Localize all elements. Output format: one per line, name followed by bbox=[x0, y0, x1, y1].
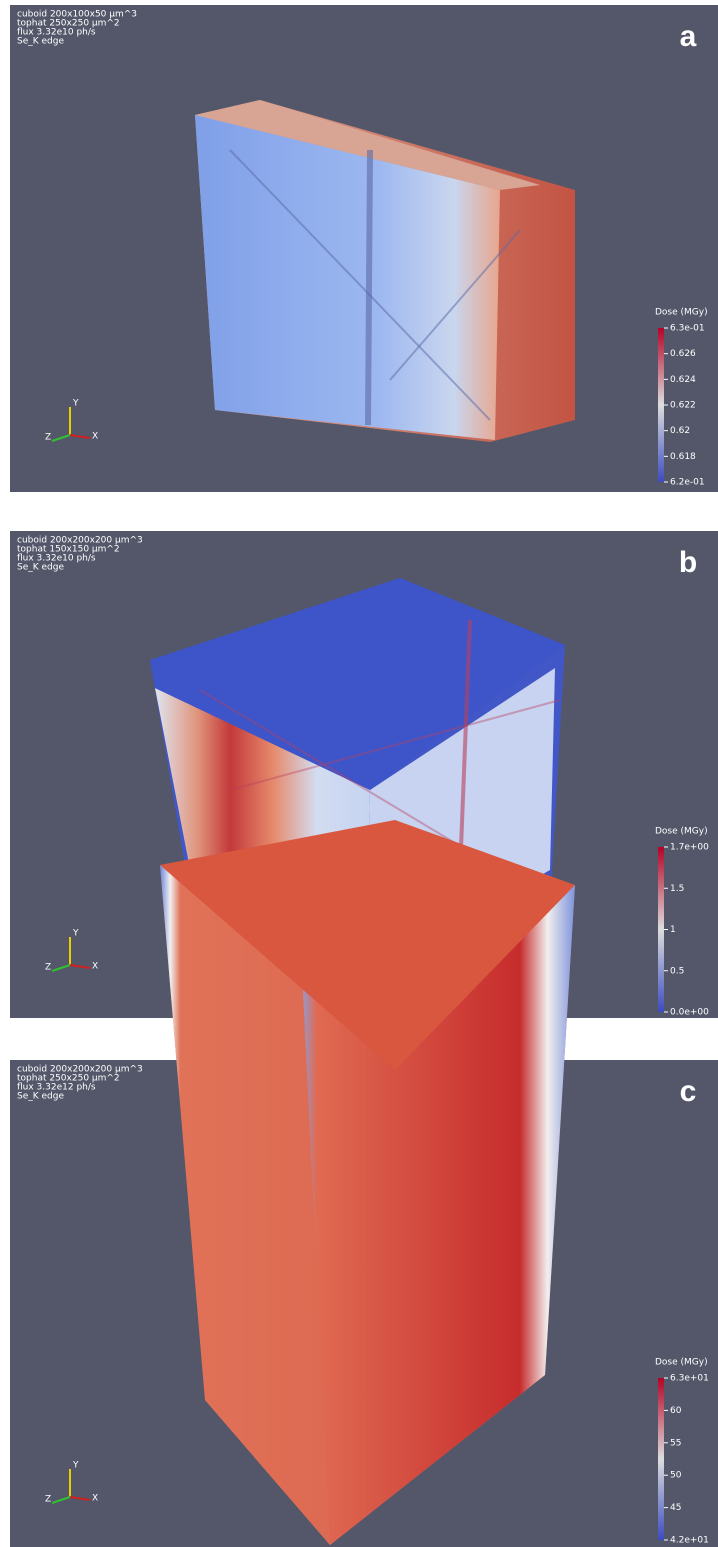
cube-top bbox=[150, 578, 565, 790]
colorbar-tick-label: 1.7e+00 bbox=[670, 843, 709, 853]
colorbar-tick-label: 6.3e-01 bbox=[670, 324, 705, 334]
colorbar-tick-label: 0.62 bbox=[670, 426, 690, 436]
info-line: cuboid 200x200x200 µm^3 bbox=[17, 1065, 143, 1075]
cuboid-front bbox=[195, 115, 500, 440]
axis-label: Y bbox=[72, 399, 79, 409]
axis-label: Y bbox=[72, 929, 79, 939]
axis-z bbox=[51, 434, 71, 442]
axis-label: Z bbox=[45, 433, 51, 443]
axis-label: Y bbox=[72, 1461, 79, 1471]
axis-x bbox=[69, 964, 91, 969]
panel-label: b bbox=[679, 546, 697, 579]
colorbar-tick-label: 45 bbox=[670, 1503, 681, 1513]
colorbar-tick-label: 55 bbox=[670, 1438, 681, 1448]
colorbar-title: Dose (MGy) bbox=[655, 827, 708, 837]
colorbar-tick-label: 0.618 bbox=[670, 452, 696, 462]
cuboid-top bbox=[195, 100, 540, 190]
axis-label: X bbox=[92, 1494, 98, 1504]
info-line: tophat 250x250 µm^2 bbox=[17, 1074, 120, 1084]
info-line: tophat 150x150 µm^2 bbox=[17, 545, 120, 555]
info-line: flux 3.32e12 ph/s bbox=[17, 1083, 96, 1093]
panel-label: c bbox=[680, 1075, 697, 1108]
colorbar-tick-label: 60 bbox=[670, 1406, 682, 1416]
colorbar-tick-label: 6.3e+01 bbox=[670, 1374, 709, 1384]
axis-x bbox=[69, 434, 91, 439]
colorbar bbox=[658, 1378, 664, 1540]
colorbar-tick-label: 0.0e+00 bbox=[670, 1008, 709, 1018]
colorbar-tick-label: 1.5 bbox=[670, 884, 684, 894]
colorbar-tick-label: 0.626 bbox=[670, 349, 696, 359]
axis-z bbox=[51, 1496, 71, 1504]
cube-left bbox=[160, 865, 330, 1545]
axis-label: X bbox=[92, 432, 98, 442]
colorbar-tick-label: 1 bbox=[670, 925, 676, 935]
axis-label: Z bbox=[45, 1495, 51, 1505]
colorbar bbox=[658, 847, 664, 1012]
colorbar-tick-label: 0.5 bbox=[670, 966, 684, 976]
colorbar-tick-label: 4.2e+01 bbox=[670, 1536, 709, 1546]
info-line: tophat 250x250 µm^2 bbox=[17, 19, 120, 29]
colorbar-tick-label: 0.622 bbox=[670, 401, 696, 411]
axis-label: Z bbox=[45, 963, 51, 973]
cube-right bbox=[300, 885, 575, 1545]
axis-z bbox=[51, 964, 71, 972]
axis-x bbox=[69, 1496, 91, 1501]
colorbar-tick-label: 6.2e-01 bbox=[670, 478, 705, 488]
info-line: flux 3.32e10 ph/s bbox=[17, 28, 96, 38]
info-line: Se_K edge bbox=[17, 1092, 64, 1102]
colorbar-title: Dose (MGy) bbox=[655, 1358, 708, 1368]
colorbar-tick-label: 50 bbox=[670, 1471, 682, 1481]
colorbar-tick-label: 0.624 bbox=[670, 375, 696, 385]
info-line: cuboid 200x200x200 µm^3 bbox=[17, 536, 143, 546]
info-line: cuboid 200x100x50 µm^3 bbox=[17, 10, 137, 20]
info-line: flux 3.32e10 ph/s bbox=[17, 554, 96, 564]
colorbar-title: Dose (MGy) bbox=[655, 308, 708, 318]
cube-top bbox=[160, 820, 575, 1070]
axis-label: X bbox=[92, 962, 98, 972]
colorbar bbox=[658, 328, 664, 482]
panel-label: a bbox=[680, 20, 697, 53]
info-line: Se_K edge bbox=[17, 37, 64, 47]
info-line: Se_K edge bbox=[17, 563, 64, 573]
